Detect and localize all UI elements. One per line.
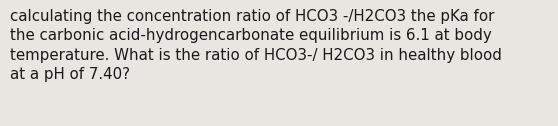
Text: calculating the concentration ratio of HCO3 -/H2CO3 the pKa for
the carbonic aci: calculating the concentration ratio of H… xyxy=(10,9,502,83)
